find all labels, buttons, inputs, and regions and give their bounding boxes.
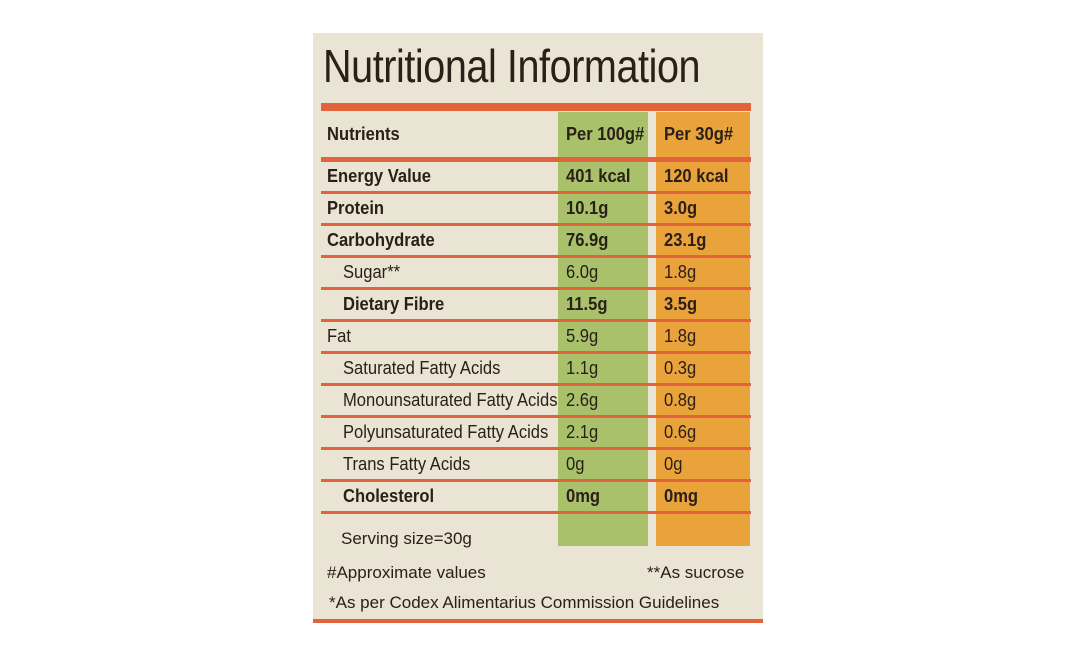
nutrient-name: Protein xyxy=(327,198,385,218)
nutrient-name: Fat xyxy=(327,326,351,346)
per-100g-value: 1.1g xyxy=(566,358,599,378)
per-30g-column-background xyxy=(656,112,750,546)
header-per-100g: Per 100g# xyxy=(566,124,645,144)
header-nutrients: Nutrients xyxy=(327,124,400,144)
per-30g-value: 0g xyxy=(664,454,683,474)
per-100g-value: 6.0g xyxy=(566,262,599,282)
nutrient-name: Saturated Fatty Acids xyxy=(343,358,501,378)
per-100g-value: 76.9g xyxy=(566,230,609,250)
table-row: Protein 10.1g 3.0g xyxy=(321,194,751,226)
table-row: Trans Fatty Acids 0g 0g xyxy=(321,450,751,482)
per-30g-value: 1.8g xyxy=(664,262,697,282)
table-row: Polyunsaturated Fatty Acids 2.1g 0.6g xyxy=(321,418,751,450)
table-row: Dietary Fibre 11.5g 3.5g xyxy=(321,290,751,322)
sucrose-note: **As sucrose xyxy=(647,563,745,582)
per-100g-value: 11.5g xyxy=(566,294,608,314)
table-row: Cholesterol 0mg 0mg xyxy=(321,482,751,514)
nutrition-table: Nutrients Per 100g# Per 30g# Energy Valu… xyxy=(321,112,751,546)
per-100g-value: 0g xyxy=(566,454,585,474)
title-rule xyxy=(321,103,751,111)
nutrient-name: Dietary Fibre xyxy=(343,294,445,314)
per-30g-value: 0mg xyxy=(664,486,699,506)
per-100g-value: 2.1g xyxy=(566,422,599,442)
per-30g-value: 0.3g xyxy=(664,358,697,378)
nutrient-name: Trans Fatty Acids xyxy=(343,454,471,474)
per-30g-value: 3.5g xyxy=(664,294,698,314)
table-row: Carbohydrate 76.9g 23.1g xyxy=(321,226,751,258)
table-row: Energy Value 401 kcal 120 kcal xyxy=(321,162,751,194)
per-30g-value: 120 kcal xyxy=(664,166,729,186)
per-30g-value: 3.0g xyxy=(664,198,698,218)
bottom-rule xyxy=(313,619,763,623)
nutrient-name: Polyunsaturated Fatty Acids xyxy=(343,422,549,442)
header-per-30g: Per 30g# xyxy=(664,124,734,144)
per-100g-value: 0mg xyxy=(566,486,601,506)
per-30g-value: 1.8g xyxy=(664,326,697,346)
nutrition-label: Nutritional Information Nutrients Per 10… xyxy=(313,33,763,623)
serving-size-note: Serving size=30g xyxy=(341,529,472,548)
table-header-row: Nutrients Per 100g# Per 30g# xyxy=(321,112,751,162)
per-30g-value: 0.6g xyxy=(664,422,697,442)
codex-note: *As per Codex Alimentarius Commission Gu… xyxy=(329,593,720,612)
nutrient-name: Energy Value xyxy=(327,166,432,186)
nutrient-name: Monounsaturated Fatty Acids xyxy=(343,390,558,410)
per-100g-column-background xyxy=(558,112,648,546)
nutrient-name: Sugar** xyxy=(343,262,401,282)
nutrient-name: Cholesterol xyxy=(343,486,435,506)
per-100g-value: 10.1g xyxy=(566,198,609,218)
per-100g-value: 401 kcal xyxy=(566,166,631,186)
per-30g-value: 0.8g xyxy=(664,390,697,410)
table-row: Fat 5.9g 1.8g xyxy=(321,322,751,354)
nutrient-name: Carbohydrate xyxy=(327,230,435,250)
per-100g-value: 5.9g xyxy=(566,326,599,346)
table-row: Monounsaturated Fatty Acids 2.6g 0.8g xyxy=(321,386,751,418)
table-body: Energy Value 401 kcal 120 kcal Protein 10.1g… xyxy=(321,162,751,514)
label-title: Nutritional Information xyxy=(323,40,701,92)
table-row: Saturated Fatty Acids 1.1g 0.3g xyxy=(321,354,751,386)
per-30g-value: 23.1g xyxy=(664,230,707,250)
approximate-values-note: #Approximate values xyxy=(327,563,486,582)
per-100g-value: 2.6g xyxy=(566,390,599,410)
table-row: Sugar** 6.0g 1.8g xyxy=(321,258,751,290)
